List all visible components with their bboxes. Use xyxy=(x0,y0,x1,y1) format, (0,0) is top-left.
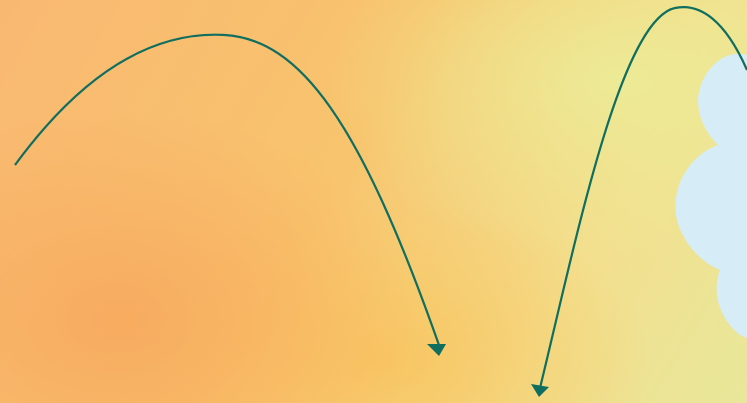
right-arrowhead xyxy=(531,384,549,397)
left-arc-arrow xyxy=(14,33,442,349)
left-arrowhead xyxy=(427,344,446,356)
cloud-shape xyxy=(675,53,747,339)
right-arc-arrow xyxy=(538,6,747,389)
